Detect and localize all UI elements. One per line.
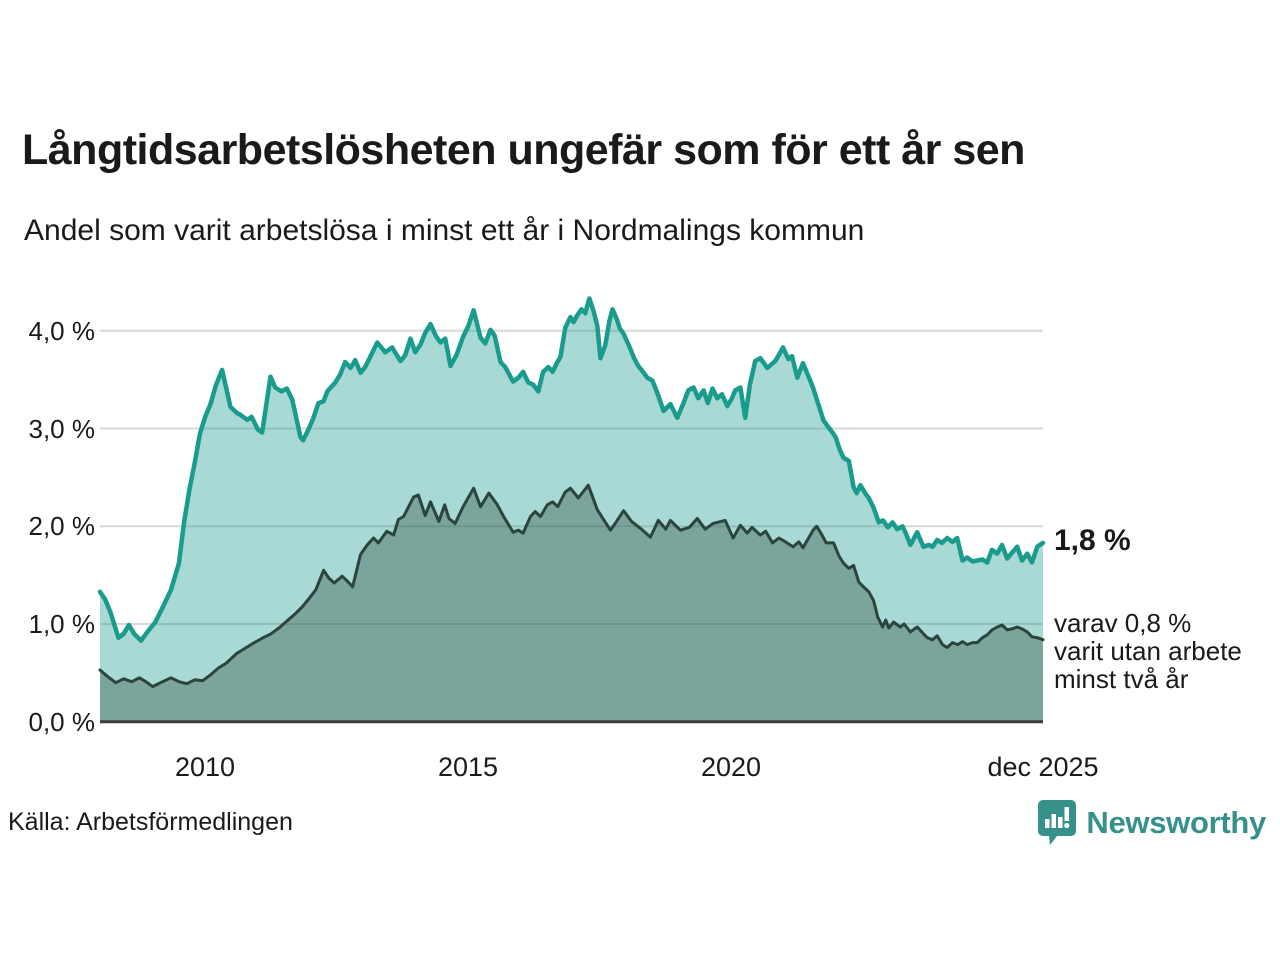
line-secondary [98, 483, 1045, 689]
newsworthy-logo: Newsworthy [1037, 799, 1266, 847]
end-value-label-secondary: varav 0,8 % varit utan arbete minst två … [1054, 609, 1242, 693]
line-primary [97, 296, 1046, 643]
y-tick-label: 2,0 % [28, 511, 96, 542]
area-primary [100, 298, 1043, 722]
x-tick-label: dec 2025 [987, 752, 1099, 782]
end-label-secondary-line-3: minst två år [1054, 664, 1189, 694]
area-secondary [100, 485, 1043, 722]
source-note: Källa: Arbetsförmedlingen [8, 808, 293, 836]
y-tick-label: 3,0 % [28, 413, 96, 444]
newsworthy-bubble-icon [1038, 800, 1077, 845]
y-tick-label: 4,0 % [28, 315, 96, 346]
y-tick-label: 0,0 % [28, 706, 96, 737]
end-label-secondary-line-1: varav 0,8 % [1054, 608, 1192, 638]
brand-name: Newsworthy [1086, 805, 1266, 840]
end-value-label-primary: 1,8 % [1054, 524, 1131, 557]
y-tick-label: 1,0 % [28, 609, 96, 640]
x-tick-label: 2010 [174, 752, 236, 782]
end-label-secondary-line-2: varit utan arbete [1054, 636, 1242, 666]
page-title: Långtidsarbetslösheten ungefär som för e… [22, 126, 1025, 174]
chart-subtitle: Andel som varit arbetslösa i minst ett å… [24, 214, 865, 247]
x-tick-label: 2020 [700, 752, 762, 782]
x-tick-label: 2015 [437, 752, 499, 782]
